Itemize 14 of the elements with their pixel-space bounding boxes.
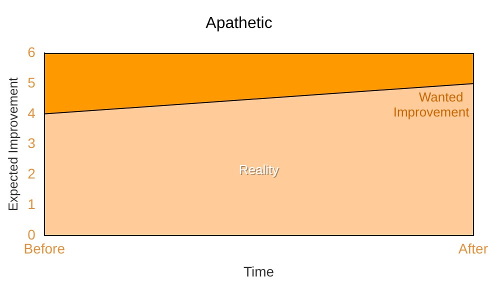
y-tick-label: 5 — [28, 74, 36, 90]
y-axis-title: Expected Improvement — [5, 77, 20, 212]
y-tick-label: 6 — [28, 44, 36, 60]
y-tick-label: 2 — [28, 166, 36, 182]
y-tick-label: 0 — [28, 226, 36, 242]
chart-title: Apathetic — [206, 15, 272, 32]
x-tick-label: Before — [24, 240, 66, 257]
series-label: Reality — [240, 162, 280, 178]
x-axis-title: Time — [244, 263, 274, 280]
x-tick-label: After — [458, 240, 488, 257]
y-tick-label: 3 — [28, 135, 36, 152]
y-tick-label: 4 — [28, 104, 36, 121]
series-label: Wanted Improvement — [393, 90, 470, 120]
y-tick-label: 1 — [28, 196, 36, 212]
